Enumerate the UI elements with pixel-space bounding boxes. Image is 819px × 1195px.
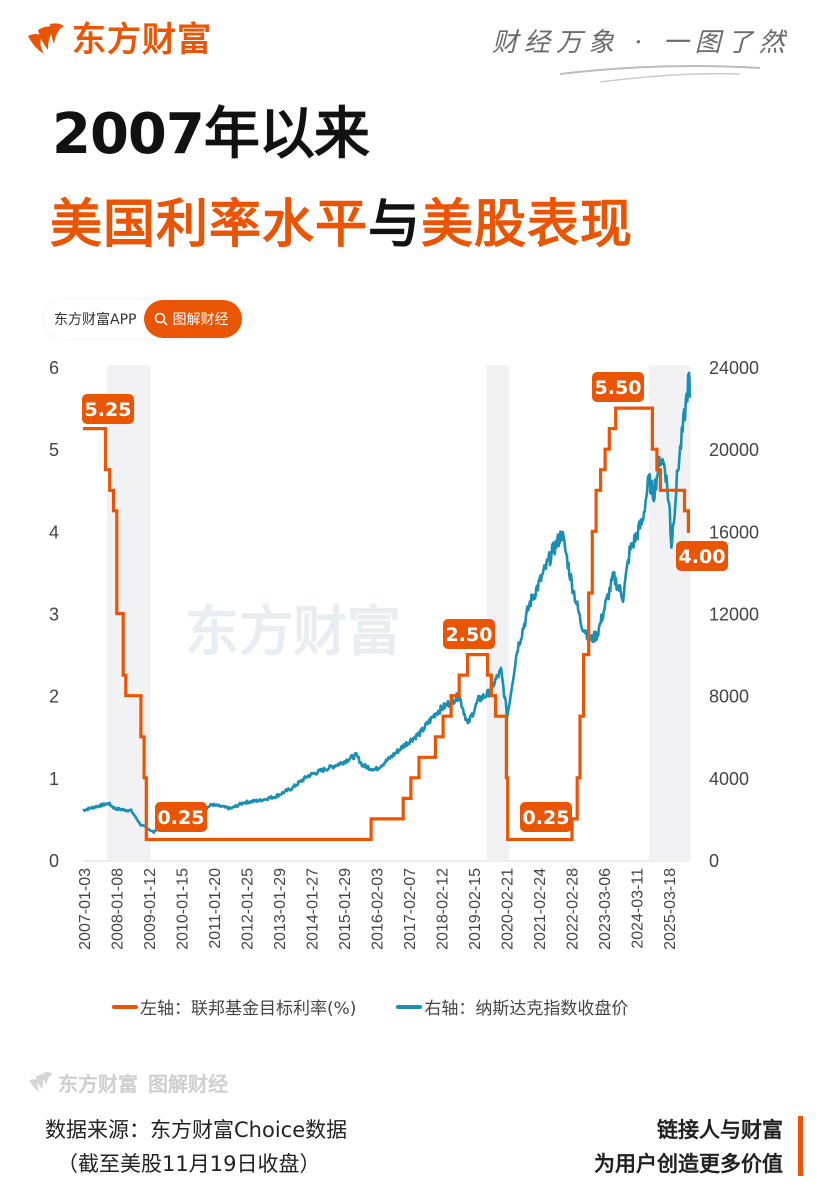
chart-legend: 左轴：联邦基金目标利率(%) 右轴：纳斯达克指数收盘价 [112,994,668,1019]
legend-swatch-fed-rate [112,1004,138,1009]
brand-logo-group: 东方财富 [26,20,212,60]
shaded-band [107,365,151,860]
shaded-band [648,365,691,860]
chart-watermark: 东方财富 [185,600,401,663]
annotation-badge [676,541,728,571]
tujie-caijing-button[interactable]: 图解财经 [144,300,243,338]
right-axis-tick: 20000 [709,440,759,460]
title-connector: 与 [368,195,422,255]
source-line2: （截至美股11月19日收盘） [57,1152,321,1176]
app-pill-label: 东方财富APP [54,312,137,328]
x-axis-tick: 2022-02-28 [565,868,582,950]
brand-flame-icon [28,23,64,54]
title-part-rates: 美国利率水平 [50,195,369,255]
right-axis-tick: 8000 [709,687,749,707]
tagline-line1: 链接人与财富 [657,1118,783,1142]
annotation-label: 2.50 [446,624,493,646]
x-axis-tick: 2020-02-21 [500,868,517,950]
annotation-badge [592,372,644,402]
fed-rate-line [83,406,690,842]
x-axis-tick: 2016-02-03 [370,868,387,950]
right-axis-tick: 24000 [709,358,759,378]
title-part-stocks: 美股表现 [421,195,634,255]
left-axis-tick: 3 [49,605,59,625]
annotation-label: 0.25 [158,807,205,829]
page-title-line1: 2007年以来 [52,102,370,167]
x-axis-tick: 2007-01-03 [77,868,94,950]
legend-item-fed-rate: 左轴：联邦基金目标利率(%) [112,994,356,1019]
source-line1: 数据来源：东方财富Choice数据 [45,1118,348,1142]
x-axis-tick: 2008-01-08 [110,868,127,950]
left-axis-tick: 5 [49,440,59,460]
rates-vs-nasdaq-chart: 东方财富 0 1 2 3 4 5 6 0 4000 8000 12000 16000 20000 24000… [49,358,759,950]
x-axis-tick: 2024-03-11 [630,868,647,949]
data-source: 数据来源：东方财富Choice数据 （截至美股11月19日收盘） [45,1113,347,1181]
right-axis-tick: 16000 [709,522,759,542]
annotation-label: 4.00 [679,546,726,568]
x-axis-tick: 2021-02-24 [532,868,549,950]
x-axis-tick: 2015-01-29 [337,868,354,950]
right-axis-tick: 0 [709,851,719,871]
legend-item-nasdaq: 右轴：纳斯达克指数收盘价 [396,994,628,1019]
annotation-label: 5.25 [85,399,132,421]
left-axis-tick: 2 [49,687,59,707]
right-axis-tick: 12000 [709,605,759,625]
annotation-badge [443,619,495,649]
x-axis-tick: 2018-02-12 [435,868,452,950]
x-axis-tick: 2019-02-15 [467,868,484,950]
x-axis-tick: 2009-01-12 [142,868,159,950]
watermark-flame-icon [29,1071,53,1092]
tujie-caijing-label: 图解财经 [172,312,229,328]
slogan: 财经万象 · 一图了然 [492,28,791,58]
x-axis-tick: 2010-01-15 [175,868,192,950]
footer-watermark: 东方财富 图解财经 [28,1068,228,1097]
left-axis-tick: 1 [49,769,59,789]
legend-label-fed-rate: 左轴：联邦基金目标利率(%) [140,999,357,1019]
x-axis-tick: 2011-01-20 [207,868,224,949]
watermark-section: 图解财经 [148,1072,228,1096]
x-axis-tick: 2023-03-06 [597,868,614,950]
brand-name: 东方财富 [72,20,212,60]
left-axis-tick: 6 [49,358,59,378]
left-axis-tick: 0 [49,851,59,871]
slogan-swash-decoration [560,65,760,83]
annotation-badge [82,394,134,424]
legend-label-nasdaq: 右轴：纳斯达克指数收盘价 [424,999,629,1019]
left-axis-tick: 4 [49,522,59,542]
app-pill: 东方财富APP 图解财经 [44,300,243,338]
watermark-brand: 东方财富 [58,1072,138,1096]
x-axis-tick: 2017-02-07 [402,868,419,950]
legend-swatch-nasdaq [396,1004,423,1009]
annotation-badge [520,802,572,832]
page-title-line2: 美国利率水平与美股表现 [50,185,633,265]
right-axis-tick: 4000 [709,769,749,789]
annotation-label: 0.25 [523,807,570,829]
annotation-badge [155,802,207,832]
shaded-band [486,365,509,860]
tagline-line2: 为用户创造更多价值 [594,1152,783,1176]
search-icon [155,312,168,326]
x-axis-tick: 2014-01-27 [305,868,322,950]
x-axis-tick: 2012-01-25 [240,868,257,950]
x-axis-tick: 2025-03-18 [662,868,679,950]
annotation-label: 5.50 [595,377,642,399]
tagline-accent-bar [798,1116,803,1176]
x-axis-tick: 2013-01-29 [272,868,289,950]
tagline: 链接人与财富 为用户创造更多价值 [594,1113,783,1181]
